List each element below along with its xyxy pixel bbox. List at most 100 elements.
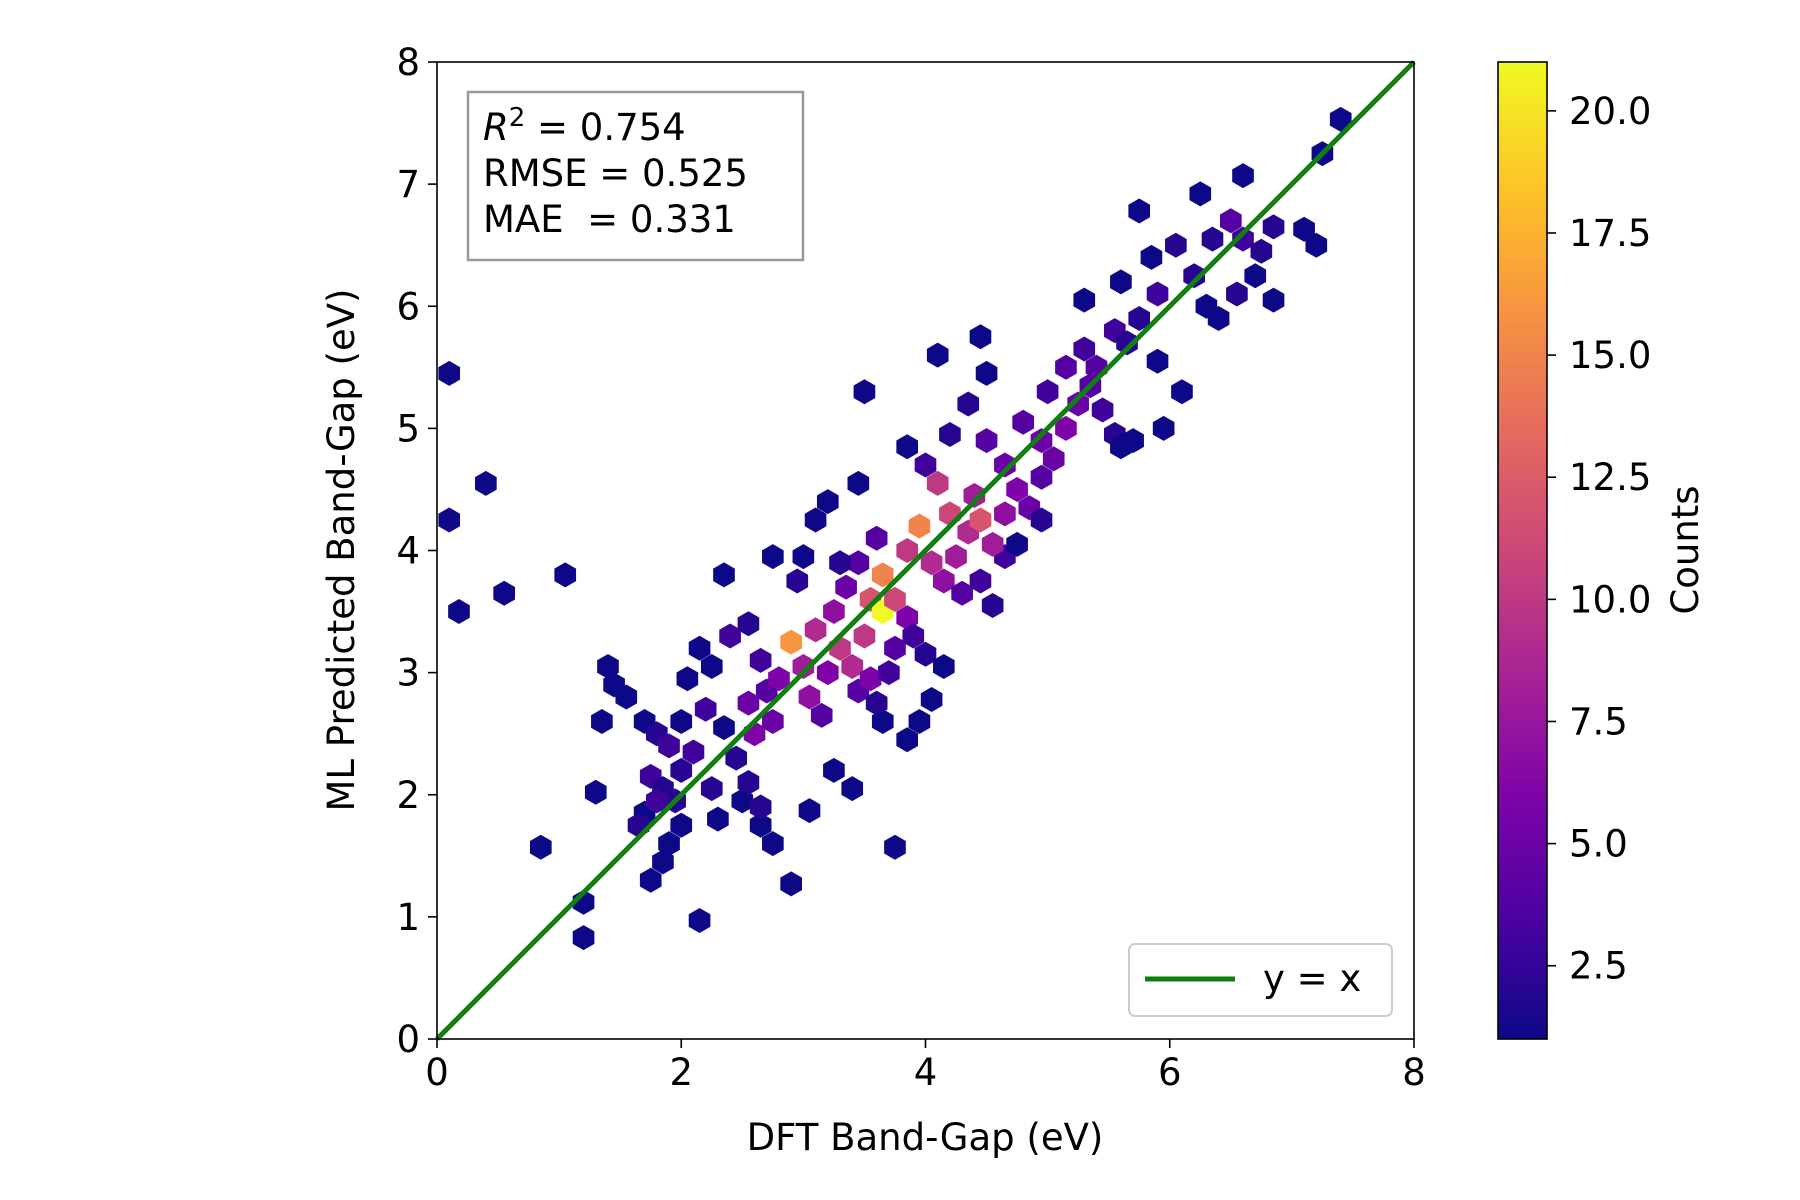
hexbin-cell bbox=[713, 715, 735, 741]
y-tick-label: 7 bbox=[396, 163, 420, 206]
hexbin-cell bbox=[572, 925, 595, 951]
colorbar-tick-label: 10.0 bbox=[1569, 578, 1651, 621]
hexbin-cell bbox=[1183, 263, 1205, 289]
y-tick-label: 1 bbox=[396, 896, 420, 939]
x-axis-label: DFT Band-Gap (eV) bbox=[747, 1116, 1104, 1159]
hexbin-cell bbox=[896, 727, 919, 753]
y-tick-label: 4 bbox=[396, 530, 420, 573]
y-tick-label: 3 bbox=[396, 652, 420, 695]
hexbin-cell bbox=[1091, 397, 1114, 423]
hexbin-cell bbox=[1128, 305, 1151, 331]
hexbin-cell bbox=[448, 599, 470, 625]
hexbin-cell bbox=[670, 812, 693, 838]
hexbin-cell bbox=[1110, 269, 1132, 295]
hexbin-cell bbox=[969, 568, 992, 594]
hexbin-cell bbox=[963, 483, 986, 509]
hexbin-cell bbox=[762, 544, 784, 570]
hexbin-cell bbox=[1201, 226, 1224, 252]
legend-label: y = x bbox=[1263, 957, 1361, 1000]
hexbin-cell bbox=[762, 831, 784, 857]
hexbin-cell bbox=[932, 654, 955, 680]
hexbin-cell bbox=[1006, 531, 1028, 557]
colorbar-tick-label: 17.5 bbox=[1569, 212, 1651, 255]
hexbin-cell bbox=[871, 562, 894, 588]
hexbin-cell bbox=[1006, 476, 1028, 502]
hexbin-cell bbox=[1012, 409, 1035, 435]
hexbin-cell bbox=[688, 635, 711, 661]
hexbin-cell bbox=[1226, 281, 1248, 307]
hexbin-cell bbox=[1128, 198, 1151, 224]
hexbin-cell bbox=[713, 562, 735, 588]
hexbin-cell bbox=[865, 525, 888, 551]
hexbin-cell bbox=[853, 379, 876, 405]
hexbin-cell bbox=[902, 623, 925, 649]
hexbin-cell bbox=[529, 834, 552, 860]
reference-line-y-equals-x bbox=[435, 60, 1416, 1041]
hexbin-cell bbox=[981, 592, 1004, 618]
hexbin-cell bbox=[914, 452, 937, 478]
hexbin-cell bbox=[1207, 305, 1230, 331]
hexbin-cell bbox=[1036, 379, 1059, 405]
hexbin-cell bbox=[737, 611, 760, 637]
colorbar-tick-label: 12.5 bbox=[1569, 456, 1651, 499]
hexbin-cell bbox=[670, 757, 693, 783]
hexbin-cell bbox=[1232, 163, 1254, 189]
hexbin-cell bbox=[707, 806, 729, 832]
hexbin-cell bbox=[926, 470, 949, 496]
hexbin-cells bbox=[438, 106, 1352, 951]
hexbin-cell bbox=[792, 654, 815, 680]
hexbin-cell bbox=[670, 708, 693, 734]
colorbar-tick-label: 15.0 bbox=[1569, 334, 1651, 377]
y-tick-label: 2 bbox=[396, 774, 420, 817]
y-axis-label: ML Predicted Band-Gap (eV) bbox=[320, 289, 363, 812]
hexbin-cell bbox=[1171, 379, 1193, 405]
hexbin-cell bbox=[639, 867, 662, 893]
hexbin-cell bbox=[810, 702, 833, 728]
hexbin-cell bbox=[1146, 281, 1169, 307]
hexbin-cell bbox=[1165, 232, 1187, 258]
hexbin-cell bbox=[1189, 181, 1212, 207]
y-axis-ticks: 0 1 2 3 4 5 6 7 8 bbox=[396, 41, 437, 1061]
hexbin-cell bbox=[646, 788, 668, 814]
hexbin-cell bbox=[1116, 330, 1138, 356]
hexbin-cell bbox=[853, 623, 876, 649]
hexbin-cell bbox=[914, 641, 937, 667]
hexbin-cell bbox=[682, 739, 705, 765]
hexbin-cell bbox=[737, 690, 760, 716]
hexbin-cell bbox=[792, 544, 815, 570]
y-tick-label: 5 bbox=[396, 407, 420, 450]
hexbin-cell bbox=[700, 654, 723, 680]
hexbin-cell bbox=[823, 599, 845, 625]
hexbin-cell bbox=[908, 708, 931, 734]
mae-text: MAE = 0.331 bbox=[483, 198, 736, 241]
hexbin-cell bbox=[816, 660, 839, 686]
hexbin-cell bbox=[884, 834, 906, 860]
hexbin-cell bbox=[957, 391, 980, 417]
hexbin-cell bbox=[835, 574, 857, 600]
hexbin-cell bbox=[1140, 244, 1163, 270]
hexbin-cell bbox=[1030, 464, 1053, 490]
colorbar-ticks: 2.5 5.0 7.5 10.0 12.5 15.0 17.5 20.0 bbox=[1547, 90, 1651, 988]
hexbin-cell bbox=[896, 434, 919, 460]
hexbin-cell bbox=[1305, 232, 1328, 258]
hexbin-cell bbox=[780, 871, 802, 897]
hexbin-cell bbox=[804, 507, 827, 533]
hexbin-cell bbox=[676, 666, 699, 692]
hexbin-cell bbox=[920, 550, 943, 576]
hexbin-cell bbox=[920, 686, 943, 712]
hexbin-cell bbox=[798, 684, 821, 710]
colorbar-tick-label: 20.0 bbox=[1569, 90, 1651, 133]
hexbin-cell bbox=[694, 696, 717, 722]
hexbin-cell bbox=[932, 568, 955, 594]
hexbin-cell bbox=[847, 550, 870, 576]
hexbin-cell bbox=[438, 507, 461, 533]
hexbin-cell bbox=[1110, 434, 1132, 460]
colorbar bbox=[1497, 61, 1548, 1040]
hexbin-cell bbox=[884, 635, 906, 661]
stats-box: R2 = 0.754 RMSE = 0.525 MAE = 0.331 bbox=[466, 90, 805, 262]
hexbin-cell bbox=[994, 452, 1016, 478]
hexbin-cell bbox=[969, 324, 992, 350]
hexbin-cell bbox=[554, 562, 577, 588]
hexbin-cell bbox=[1250, 238, 1273, 264]
rmse-text: RMSE = 0.525 bbox=[483, 152, 748, 195]
